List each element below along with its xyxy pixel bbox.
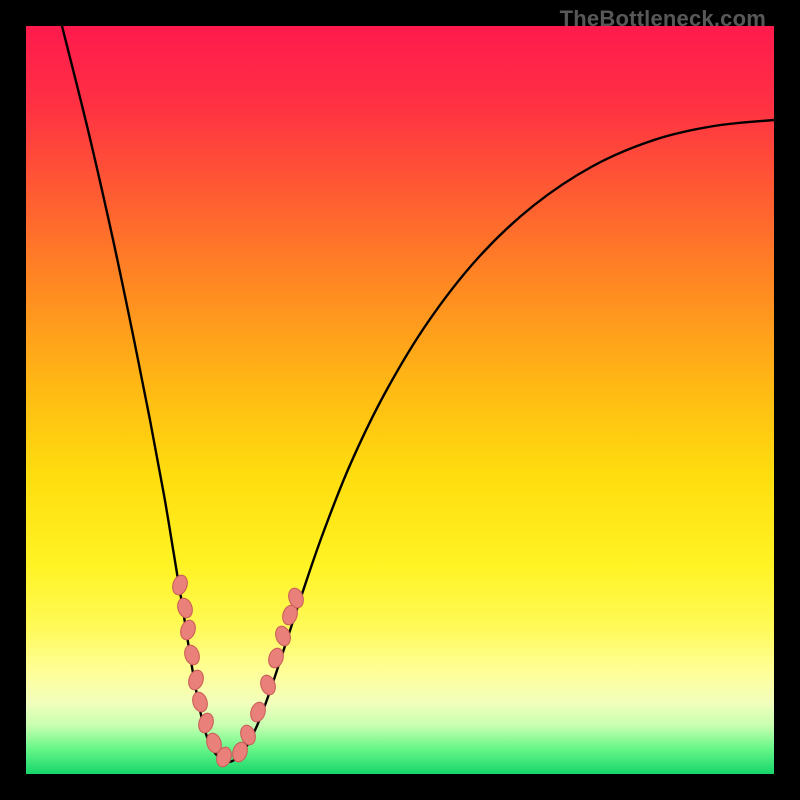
watermark-label: TheBottleneck.com [560,6,766,32]
data-marker [170,573,189,596]
marker-cluster-left [170,573,233,768]
data-marker [182,643,201,666]
data-marker [190,690,209,713]
data-marker [196,711,215,734]
data-marker [186,668,205,691]
chart-svg [26,26,774,774]
data-marker [175,596,194,619]
data-marker [178,618,197,641]
bottleneck-curve [62,26,774,762]
outer-frame: TheBottleneck.com [0,0,800,800]
plot-area [26,26,774,774]
marker-cluster-right [230,586,305,763]
